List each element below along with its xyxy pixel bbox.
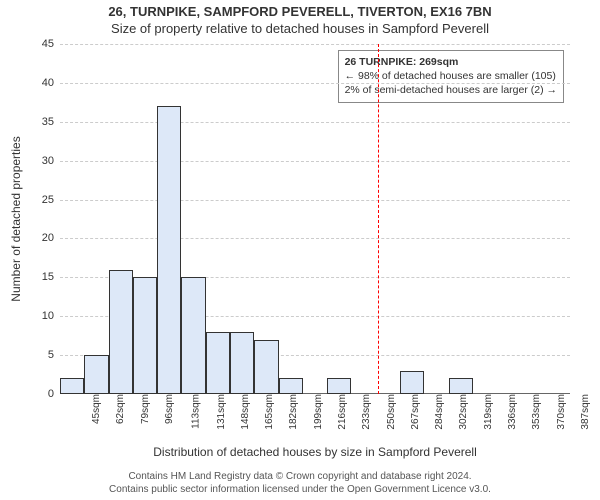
x-tick-label: 113sqm (187, 394, 202, 429)
marker-annotation-box: 26 TURNPIKE: 269sqm ← 98% of detached ho… (338, 50, 564, 103)
x-tick-label: 182sqm (284, 394, 299, 430)
y-axis-label: Number of detached properties (9, 136, 23, 301)
footer-line1: Contains HM Land Registry data © Crown c… (0, 471, 600, 484)
x-tick-label: 148sqm (236, 394, 251, 430)
x-tick-label: 62sqm (111, 394, 126, 424)
histogram-bar (254, 340, 278, 394)
x-tick-label: 387sqm (576, 394, 591, 430)
annotation-title: 26 TURNPIKE: 269sqm (345, 55, 557, 69)
chart-title-block: 26, TURNPIKE, SAMPFORD PEVERELL, TIVERTO… (0, 4, 600, 36)
histogram-bar (133, 277, 157, 394)
y-tick-label: 10 (42, 310, 60, 322)
histogram-bar (84, 355, 108, 394)
y-tick-label: 5 (48, 349, 60, 361)
histogram-bar (400, 371, 424, 394)
x-tick-label: 250sqm (381, 394, 396, 430)
x-tick-label: 79sqm (136, 394, 151, 424)
histogram-bar (230, 332, 254, 394)
histogram-bar (327, 378, 351, 394)
y-tick-label: 20 (42, 232, 60, 244)
y-tick-label: 40 (42, 77, 60, 89)
histogram-bar (449, 378, 473, 394)
x-tick-label: 233sqm (357, 394, 372, 430)
y-tick-label: 30 (42, 155, 60, 167)
annotation-line1: ← 98% of detached houses are smaller (10… (345, 69, 557, 83)
y-tick-label: 35 (42, 116, 60, 128)
x-tick-label: 284sqm (430, 394, 445, 430)
gridline-h (60, 238, 570, 239)
chart-title-line1: 26, TURNPIKE, SAMPFORD PEVERELL, TIVERTO… (0, 4, 600, 19)
gridline-h (60, 161, 570, 162)
x-tick-label: 199sqm (308, 394, 323, 430)
footer-line2: Contains public sector information licen… (0, 484, 600, 497)
gridline-h (60, 200, 570, 201)
footer-attribution: Contains HM Land Registry data © Crown c… (0, 471, 600, 496)
histogram-bar (206, 332, 230, 394)
marker-line (378, 44, 379, 394)
plot-area: Number of detached properties 26 TURNPIK… (60, 44, 570, 394)
x-tick-label: 302sqm (454, 394, 469, 430)
gridline-h (60, 83, 570, 84)
x-tick-label: 216sqm (333, 394, 348, 430)
y-tick-label: 0 (48, 388, 60, 400)
x-tick-label: 131sqm (211, 394, 226, 430)
x-tick-label: 370sqm (551, 394, 566, 430)
x-tick-label: 165sqm (260, 394, 275, 430)
histogram-bar (279, 378, 303, 394)
annotation-line2: 2% of semi-detached houses are larger (2… (345, 83, 557, 97)
y-tick-label: 45 (42, 38, 60, 50)
x-tick-label: 353sqm (527, 394, 542, 430)
histogram-bar (181, 277, 205, 394)
histogram-bar (157, 106, 181, 394)
y-tick-label: 25 (42, 194, 60, 206)
x-tick-label: 96sqm (160, 394, 175, 424)
histogram-bar (60, 378, 84, 394)
x-tick-label: 45sqm (87, 394, 102, 424)
x-tick-label: 267sqm (406, 394, 421, 430)
property-size-chart: 26, TURNPIKE, SAMPFORD PEVERELL, TIVERTO… (0, 0, 600, 500)
x-axis-label: Distribution of detached houses by size … (60, 445, 570, 459)
y-tick-label: 15 (42, 271, 60, 283)
x-tick-label: 319sqm (478, 394, 493, 430)
gridline-h (60, 122, 570, 123)
histogram-bar (109, 270, 133, 394)
chart-title-line2: Size of property relative to detached ho… (0, 21, 600, 36)
gridline-h (60, 44, 570, 45)
x-tick-label: 336sqm (503, 394, 518, 430)
